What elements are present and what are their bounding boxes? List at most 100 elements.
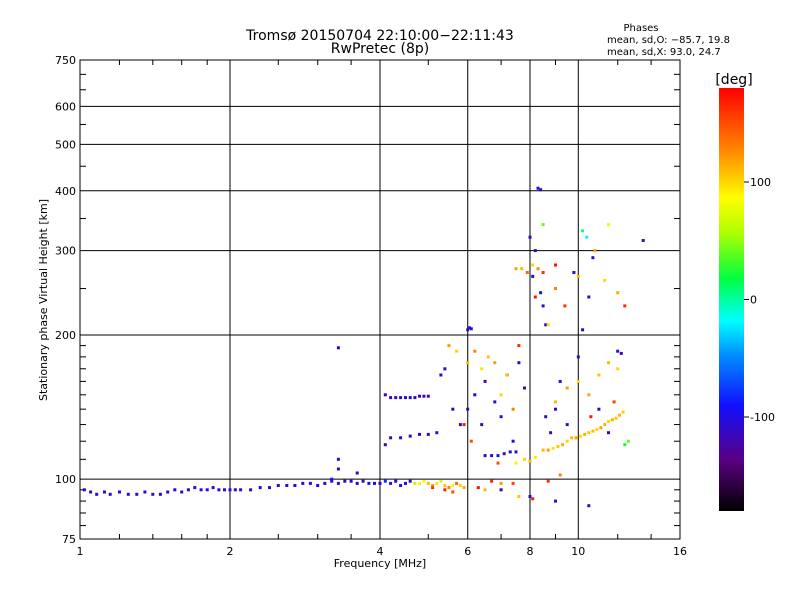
data-point [502, 452, 506, 456]
data-point [612, 400, 616, 404]
data-point [426, 432, 430, 436]
data-point [626, 439, 630, 443]
data-point [551, 446, 555, 450]
data-point [616, 291, 620, 295]
y-axis-label: Stationary phase Virtual Height [km] [37, 199, 50, 401]
data-point [619, 351, 623, 355]
data-point [581, 229, 585, 233]
data-point [383, 393, 387, 397]
x-tick-labels: 1 2 4 6 8 10 16 [77, 545, 688, 558]
data-point [616, 367, 620, 371]
data-point [572, 271, 576, 274]
y-tick-label: 100 [55, 473, 76, 486]
data-point [462, 423, 466, 427]
data-point [95, 492, 99, 496]
data-point [343, 479, 347, 483]
colorbar-tick-label: -100 [750, 411, 775, 424]
data-point [570, 436, 574, 440]
data-point [483, 379, 487, 383]
y-tick-label: 600 [55, 100, 76, 113]
data-point [558, 473, 562, 477]
data-point [399, 396, 403, 400]
data-point [451, 490, 455, 494]
data-point [541, 223, 545, 227]
data-point [451, 407, 455, 411]
data-point [554, 407, 557, 411]
data-point [151, 492, 155, 496]
data-point [82, 488, 86, 492]
data-point [483, 454, 487, 458]
data-point [443, 367, 447, 371]
data-point [404, 481, 407, 485]
data-point [469, 327, 473, 331]
data-point [591, 429, 595, 433]
data-point [517, 495, 521, 498]
data-point [511, 439, 515, 443]
data-point [447, 344, 451, 348]
data-point [525, 271, 529, 274]
data-point [623, 443, 627, 447]
y-tick-label: 75 [62, 533, 76, 546]
data-point [574, 436, 578, 440]
data-point [541, 448, 545, 452]
data-point [514, 450, 518, 454]
data-points [82, 186, 645, 508]
data-point [493, 361, 497, 365]
data-point [447, 486, 451, 490]
tick-marks [80, 60, 680, 539]
data-point [531, 274, 535, 278]
data-point [355, 481, 359, 485]
data-point [389, 396, 393, 400]
data-point [373, 481, 376, 485]
data-point [458, 423, 462, 427]
data-point [587, 295, 591, 299]
data-point [587, 393, 591, 397]
data-point [443, 488, 447, 492]
colorbar [719, 88, 744, 511]
data-point [383, 479, 387, 483]
data-point [439, 373, 443, 377]
data-point [587, 431, 591, 435]
data-point [554, 263, 557, 267]
data-point [466, 361, 470, 365]
data-point [330, 477, 334, 481]
data-point [268, 486, 271, 490]
data-point [541, 304, 545, 308]
data-point [591, 256, 595, 260]
data-point [473, 349, 477, 353]
data-point [614, 416, 618, 420]
data-point [389, 481, 393, 485]
data-point [455, 349, 459, 353]
x-tick-label: 6 [464, 545, 471, 558]
data-point [336, 457, 340, 461]
data-point [539, 291, 543, 295]
data-point [603, 423, 607, 427]
data-point [166, 490, 170, 494]
data-point [514, 461, 518, 465]
data-point [483, 488, 487, 492]
data-point [528, 459, 532, 463]
data-point [443, 484, 447, 487]
data-point [408, 434, 412, 438]
data-point [554, 287, 557, 290]
data-point [462, 486, 466, 490]
data-point [520, 267, 524, 271]
data-point [499, 481, 503, 485]
data-point [531, 263, 535, 267]
data-point [108, 492, 112, 496]
data-point [426, 394, 430, 398]
data-point [476, 486, 480, 490]
data-point [336, 346, 340, 350]
chart-subtitle: RwPretec (8p) [331, 41, 429, 57]
data-point [528, 495, 532, 498]
data-point [135, 492, 139, 496]
data-point [103, 490, 106, 494]
data-point [618, 413, 621, 417]
data-point [480, 367, 484, 371]
data-point [528, 235, 532, 239]
data-point [576, 379, 580, 383]
data-point [499, 488, 503, 492]
data-point [394, 396, 398, 400]
data-point [330, 479, 334, 483]
